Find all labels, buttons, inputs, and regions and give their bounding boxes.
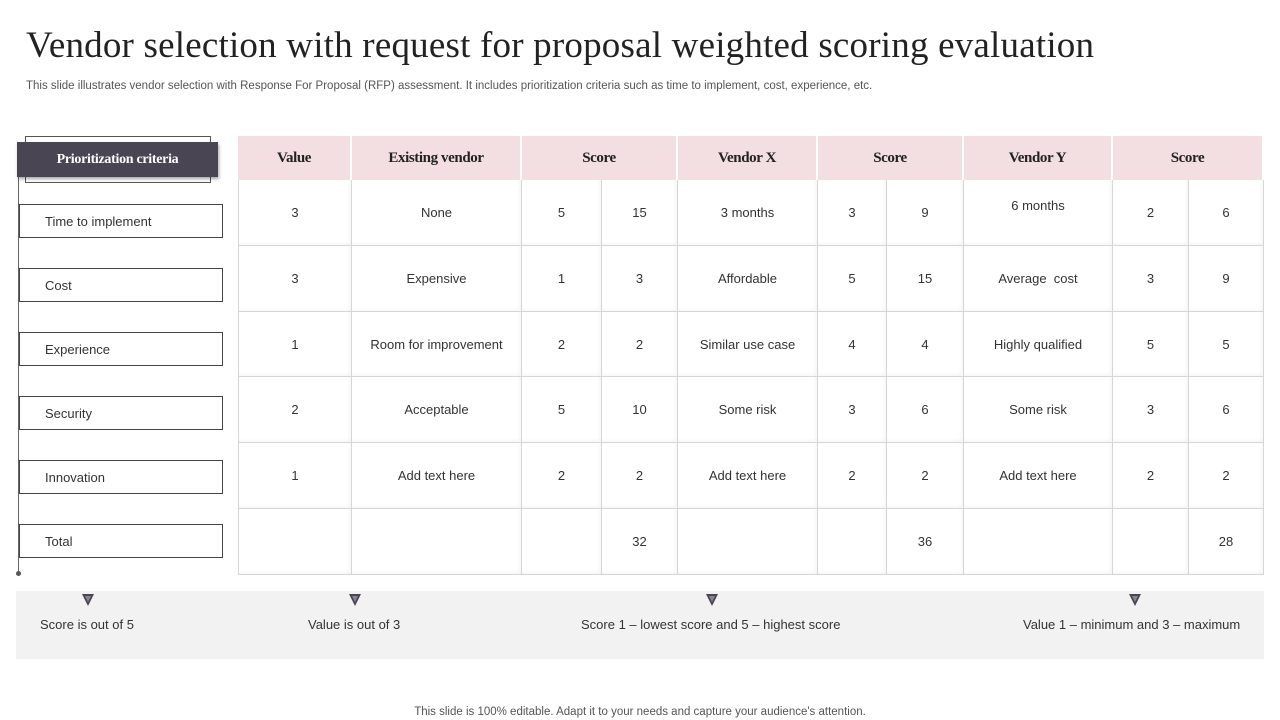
total-cell [678, 509, 818, 575]
table-cell: 2 [1189, 443, 1264, 510]
table-cell: 3 [818, 180, 887, 246]
criteria-item: Experience [19, 332, 223, 366]
footer-text: This slide is 100% editable. Adapt it to… [414, 706, 866, 718]
table-cell: 2 [522, 311, 602, 378]
triangle-down-icon [82, 594, 94, 606]
total-cell [522, 509, 602, 575]
table-cell: 9 [1189, 245, 1264, 312]
table-cell: 2 [1113, 443, 1189, 510]
table-cell: Average cost [964, 245, 1113, 312]
total-cell [238, 509, 352, 575]
total-existing-vendor: 32 [602, 509, 678, 575]
table-cell: 3 [818, 377, 887, 444]
total-cell [1113, 509, 1189, 575]
note-score-range: Score 1 – lowest score and 5 – highest s… [581, 617, 841, 632]
note-score-scale: Score is out of 5 [40, 617, 134, 632]
slide-subtitle: This slide illustrates vendor selection … [26, 80, 873, 92]
header-vendor-x: Vendor X [678, 136, 818, 180]
triangle-down-icon [706, 594, 718, 606]
table-cell: Add text here [352, 443, 522, 510]
table-cell: 5 [522, 180, 602, 246]
criteria-item: Time to implement [19, 204, 223, 238]
criteria-connector-dot [16, 571, 21, 576]
table-cell: 2 [818, 443, 887, 510]
header-score-vendor-y: Score [1113, 136, 1264, 180]
table-cell: Add text here [678, 443, 818, 510]
table-cell: 5 [522, 377, 602, 444]
triangle-down-icon [1129, 594, 1141, 606]
criteria-total: Total [19, 524, 223, 558]
table-cell: Some risk [964, 377, 1113, 444]
table-cell: 5 [1113, 311, 1189, 378]
criteria-connector-line [18, 177, 19, 573]
table-cell: 6 [887, 377, 964, 444]
table-cell: Affordable [678, 245, 818, 312]
table-cell: 5 [818, 245, 887, 312]
table-cell: 4 [887, 311, 964, 378]
total-vendor-x: 36 [887, 509, 964, 575]
total-cell [818, 509, 887, 575]
criteria-item: Cost [19, 268, 223, 302]
table-cell: 3 [238, 245, 352, 312]
table-cell: 4 [818, 311, 887, 378]
header-vendor-y: Vendor Y [964, 136, 1113, 180]
scoring-table: Value Existing vendor Score Vendor X Sco… [238, 136, 1264, 575]
table-cell: 15 [887, 245, 964, 312]
total-vendor-y: 28 [1189, 509, 1264, 575]
header-value: Value [238, 136, 352, 180]
table-cell: 6 months [964, 180, 1113, 246]
table-cell: 2 [602, 443, 678, 510]
table-cell: 2 [887, 443, 964, 510]
criteria-header: Prioritization criteria [17, 142, 218, 177]
table-cell: 10 [602, 377, 678, 444]
table-cell: 2 [602, 311, 678, 378]
total-cell [964, 509, 1113, 575]
header-existing-vendor: Existing vendor [352, 136, 522, 180]
table-cell: 3 [1113, 245, 1189, 312]
table-cell: Expensive [352, 245, 522, 312]
notes-band [16, 591, 1264, 659]
table-cell: Add text here [964, 443, 1113, 510]
note-value-range: Value 1 – minimum and 3 – maximum [1023, 617, 1241, 632]
header-score-existing: Score [522, 136, 678, 180]
slide-title: Vendor selection with request for propos… [26, 25, 1095, 66]
triangle-down-icon [349, 594, 361, 606]
table-cell: 1 [522, 245, 602, 312]
table-cell: None [352, 180, 522, 246]
table-cell: 9 [887, 180, 964, 246]
table-cell: 3 [238, 180, 352, 246]
table-cell: 2 [1113, 180, 1189, 246]
note-value-scale: Value is out of 3 [308, 617, 401, 632]
table-cell: Highly qualified [964, 311, 1113, 378]
table-cell: Acceptable [352, 377, 522, 444]
table-cell: 1 [238, 443, 352, 510]
table-cell: 15 [602, 180, 678, 246]
header-score-vendor-x: Score [818, 136, 964, 180]
table-cell: 3 [602, 245, 678, 312]
table-cell: 1 [238, 311, 352, 378]
table-cell: Some risk [678, 377, 818, 444]
table-cell: 2 [522, 443, 602, 510]
table-cell: 3 [1113, 377, 1189, 444]
criteria-item: Innovation [19, 460, 223, 494]
criteria-item: Security [19, 396, 223, 430]
table-cell: 5 [1189, 311, 1264, 378]
table-cell: 6 [1189, 180, 1264, 246]
table-cell: 3 months [678, 180, 818, 246]
total-cell [352, 509, 522, 575]
table-cell: Similar use case [678, 311, 818, 378]
table-cell: 6 [1189, 377, 1264, 444]
table-cell: Room for improvement [352, 311, 522, 378]
table-cell: 2 [238, 377, 352, 444]
